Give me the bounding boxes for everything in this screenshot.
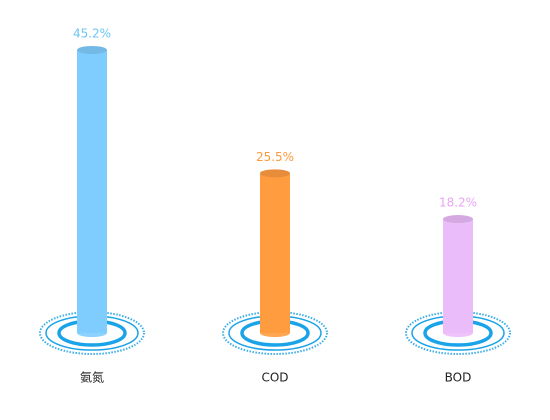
- x-tick-label: BOD: [445, 371, 472, 385]
- value-label: 45.2%: [73, 27, 111, 41]
- bar: [443, 219, 473, 333]
- value-label: 25.5%: [256, 150, 294, 164]
- base-ring-dotted: [405, 311, 511, 355]
- base-ring-dotted: [39, 311, 145, 355]
- value-label: 18.2%: [439, 196, 477, 210]
- base-ring-dotted: [222, 311, 328, 355]
- x-tick-label: 氨氮: [80, 370, 104, 385]
- bar-top: [77, 46, 107, 54]
- x-tick-label: COD: [261, 371, 288, 385]
- bar-top: [443, 215, 473, 224]
- bar: [77, 50, 107, 333]
- bar-top: [260, 169, 290, 178]
- bar: [260, 173, 290, 333]
